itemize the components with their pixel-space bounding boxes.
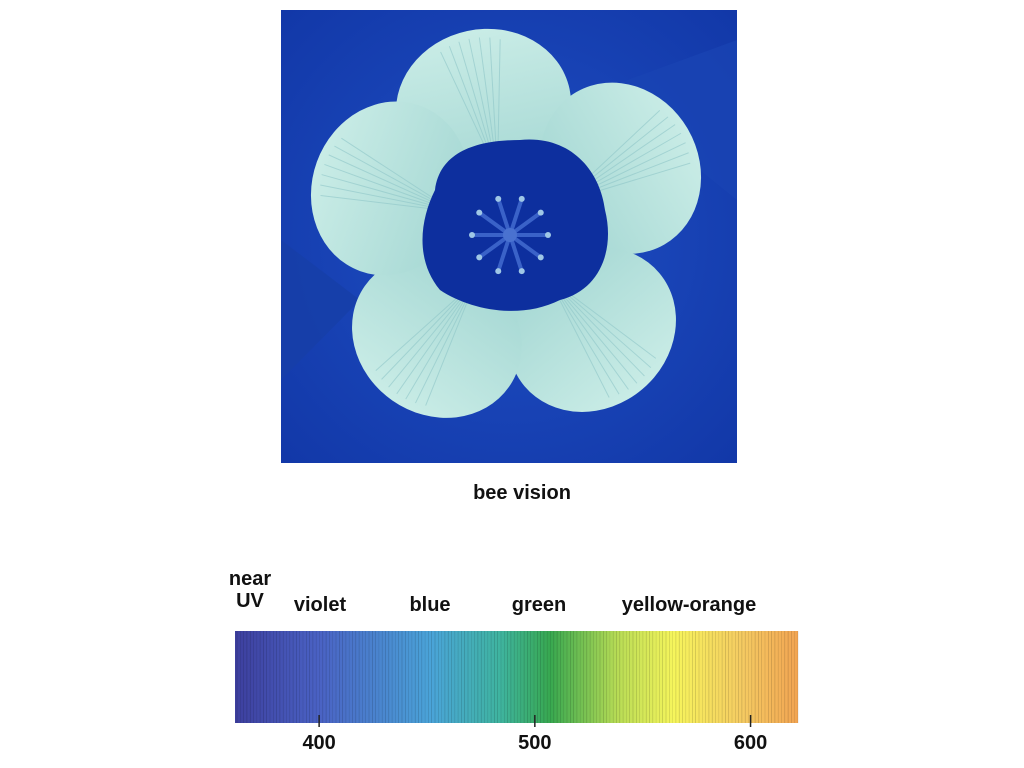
anther [537, 209, 544, 216]
anther [518, 195, 525, 202]
band-label: blue [409, 594, 451, 616]
anther [476, 254, 483, 261]
pistil [503, 228, 517, 242]
spectrum-bar [235, 631, 798, 723]
flower-photo [281, 10, 737, 463]
band-label: yellow-orange [621, 594, 757, 616]
band-label: near UV [228, 568, 272, 612]
band-label: violet [293, 594, 347, 616]
tick-label: 500 [518, 732, 551, 754]
anther [476, 209, 483, 216]
anther [518, 268, 525, 275]
anther [495, 195, 502, 202]
anther [537, 254, 544, 261]
tick-label: 600 [734, 732, 767, 754]
anther [495, 268, 502, 275]
anther [545, 232, 551, 238]
band-label: green [511, 594, 567, 616]
anther [469, 232, 475, 238]
caption: bee vision [473, 482, 571, 504]
tick-label: 400 [302, 732, 335, 754]
